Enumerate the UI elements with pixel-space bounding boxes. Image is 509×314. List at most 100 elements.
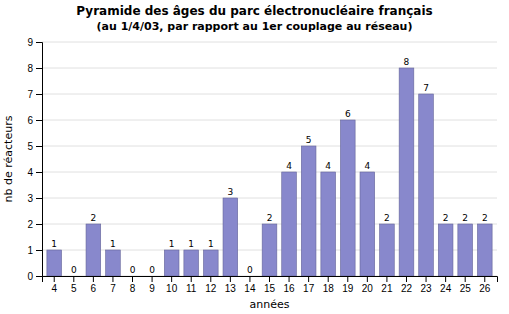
x-tick-label: 9	[149, 283, 155, 294]
x-tick: 26	[479, 276, 491, 294]
y-tick: 2	[27, 219, 42, 230]
bar	[301, 146, 316, 276]
y-tick-label: 9	[27, 37, 33, 48]
x-tick: 4	[51, 276, 57, 294]
x-tick-label: 5	[71, 283, 77, 294]
bar	[340, 120, 355, 276]
bar	[438, 224, 453, 276]
x-tick-mark	[484, 276, 485, 282]
x-tick-label: 23	[420, 283, 432, 294]
data-label: 2	[91, 213, 97, 223]
x-tick-mark	[191, 276, 192, 282]
grid	[42, 42, 497, 276]
data-label: 0	[130, 265, 136, 275]
x-tick-label: 20	[362, 283, 374, 294]
x-tick-label: 18	[323, 283, 335, 294]
x-tick-mark	[249, 276, 250, 282]
x-tick-label: 13	[225, 283, 237, 294]
bar	[125, 276, 140, 277]
x-tick-label: 22	[401, 283, 413, 294]
x-tick-label: 26	[479, 283, 491, 294]
y-tick-mark	[36, 42, 42, 43]
y-tick: 8	[27, 63, 42, 74]
y-tick-label: 5	[27, 141, 33, 152]
x-tick: 16	[284, 276, 296, 294]
x-tick-label: 10	[166, 283, 178, 294]
x-tick-mark	[210, 276, 211, 282]
y-tick: 4	[27, 167, 42, 178]
x-tick: 25	[460, 276, 472, 294]
y-tick-label: 3	[27, 193, 33, 204]
bar	[47, 250, 62, 276]
y-tick-label: 1	[27, 245, 33, 256]
x-tick: 10	[166, 276, 178, 294]
bar	[380, 224, 395, 276]
x-tick: 22	[401, 276, 413, 294]
x-tick: 9	[149, 276, 155, 294]
bar	[360, 172, 375, 276]
x-tick-mark	[132, 276, 133, 282]
bars	[47, 68, 492, 276]
x-tick-mark	[406, 276, 407, 282]
x-tick-mark	[73, 276, 74, 282]
x-tick: 18	[323, 276, 335, 294]
x-tick-mark	[367, 276, 368, 282]
data-label: 6	[345, 109, 351, 119]
x-tick-label: 17	[303, 283, 315, 294]
data-label: 1	[188, 239, 194, 249]
bar	[164, 250, 179, 276]
x-axis-line	[43, 277, 498, 283]
x-tick-mark	[152, 276, 153, 282]
x-tick-mark	[54, 276, 55, 282]
data-label: 2	[443, 213, 449, 223]
bar	[203, 250, 218, 276]
y-tick-mark	[36, 146, 42, 147]
data-label: 2	[462, 213, 468, 223]
x-tick-label: 16	[284, 283, 296, 294]
x-axis: 4567891011121314151617181920212223242526	[43, 276, 498, 294]
x-tick-label: 8	[130, 283, 136, 294]
x-tick-label: 7	[110, 283, 116, 294]
bar	[106, 250, 121, 276]
y-axis-line	[36, 43, 43, 277]
data-label: 4	[325, 161, 331, 171]
y-tick: 7	[27, 89, 42, 100]
bar	[66, 276, 81, 277]
data-label: 0	[71, 265, 77, 275]
data-label: 2	[384, 213, 390, 223]
data-label: 2	[482, 213, 488, 223]
x-tick: 13	[225, 276, 237, 294]
data-label: 1	[51, 239, 57, 249]
data-label: 8	[404, 57, 410, 67]
bar	[477, 224, 492, 276]
grid-line	[42, 42, 497, 43]
y-tick-label: 6	[27, 115, 33, 126]
x-tick-mark	[230, 276, 231, 282]
data-label: 4	[286, 161, 292, 171]
y-axis-title: nb de réacteurs	[2, 115, 15, 202]
data-label: 0	[149, 265, 155, 275]
data-label: 3	[227, 187, 233, 197]
x-tick-mark	[171, 276, 172, 282]
y-tick-label: 2	[27, 219, 33, 230]
y-tick-mark	[36, 250, 42, 251]
y-tick: 5	[27, 141, 42, 152]
y-tick-mark	[36, 224, 42, 225]
x-tick-mark	[269, 276, 270, 282]
bar	[145, 276, 160, 277]
title: Pyramide des âges du parc électronucléai…	[76, 4, 432, 18]
x-tick-label: 14	[244, 283, 256, 294]
y-axis: 0123456789	[27, 37, 42, 282]
data-label: 4	[364, 161, 370, 171]
x-tick: 20	[362, 276, 374, 294]
bar	[321, 172, 336, 276]
x-tick: 15	[264, 276, 276, 294]
y-tick: 9	[27, 37, 42, 48]
x-tick-mark	[465, 276, 466, 282]
x-tick-label: 12	[205, 283, 217, 294]
x-tick: 23	[420, 276, 432, 294]
bar	[184, 250, 199, 276]
bar	[458, 224, 473, 276]
bar	[86, 224, 101, 276]
bar	[223, 198, 238, 276]
